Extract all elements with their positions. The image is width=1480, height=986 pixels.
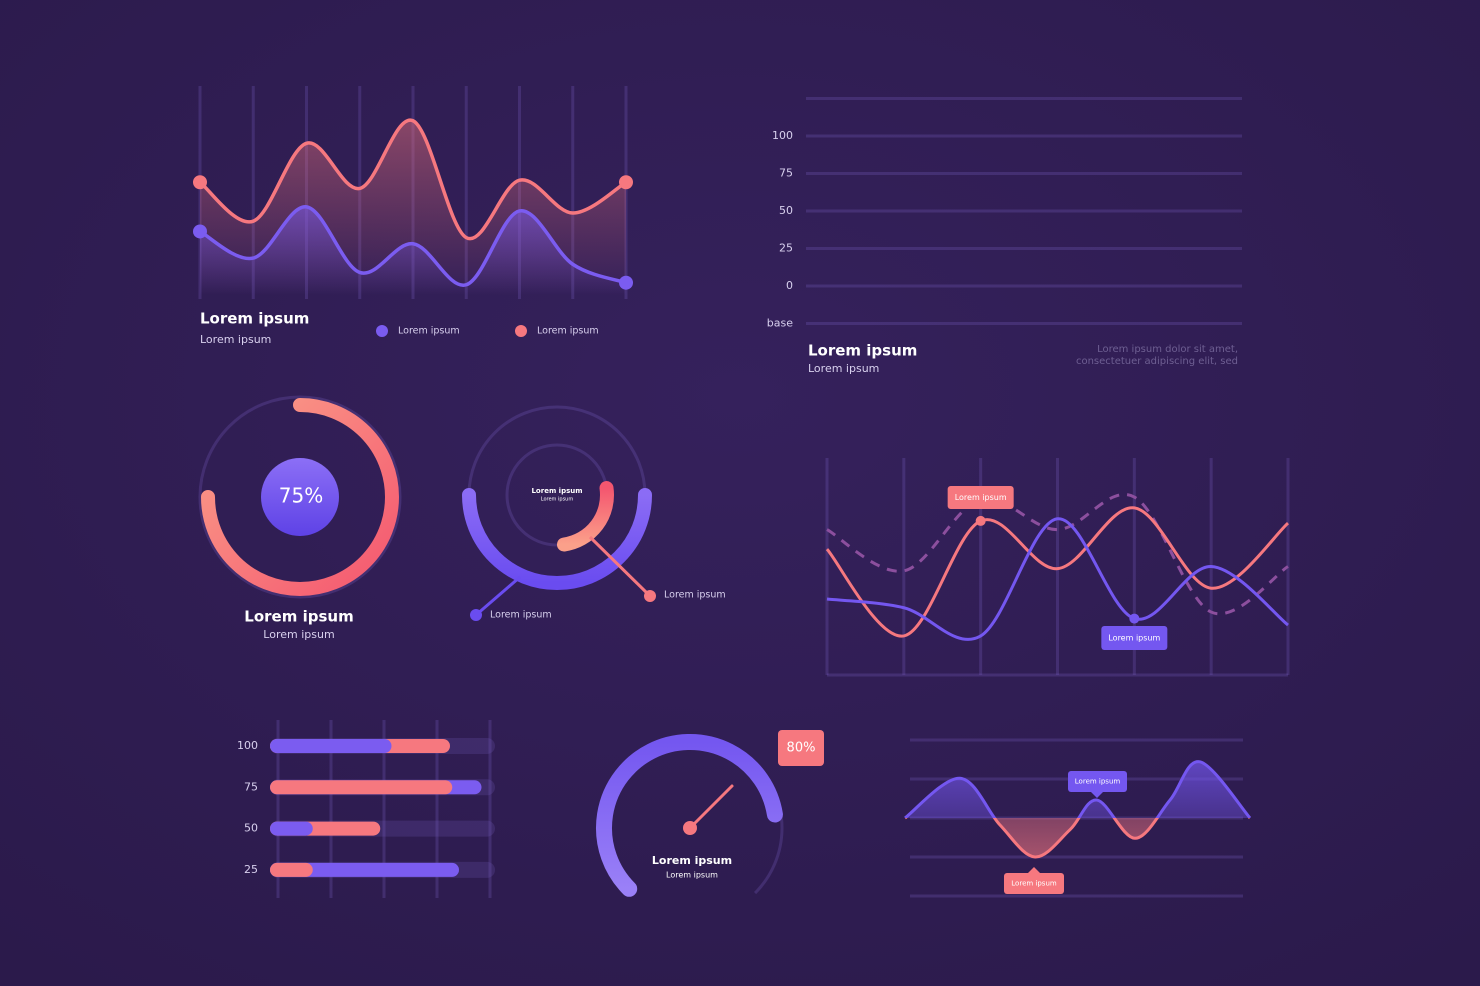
- center-badge: [261, 458, 339, 536]
- center-title: Lorem ipsum: [531, 487, 582, 495]
- row-label: 50: [244, 822, 258, 835]
- subtitle: Lorem ipsum: [200, 333, 271, 346]
- tooltip-label: Lorem ipsum: [1108, 634, 1160, 643]
- legend-label: Lorem ipsum: [398, 326, 460, 337]
- radial-arc: [556, 481, 614, 552]
- area-positive: [905, 761, 1250, 818]
- row-label: 25: [244, 863, 258, 876]
- series-line: [826, 493, 1289, 616]
- value-label: 80%: [787, 741, 816, 756]
- subtitle: Lorem ipsum: [808, 362, 879, 375]
- tooltip: [1101, 626, 1168, 650]
- row-label: 100: [237, 739, 258, 752]
- series-line: [825, 506, 1290, 638]
- series-area: [200, 206, 626, 295]
- y-tick-label: 0: [786, 279, 793, 292]
- end-point: [619, 175, 633, 190]
- subtitle: Lorem ipsum: [263, 628, 334, 641]
- needle: [688, 784, 734, 830]
- tooltip-label: Lorem ipsum: [1011, 880, 1057, 888]
- legend-swatch: [376, 325, 388, 337]
- y-tick-label: 25: [779, 242, 793, 255]
- value-label: 75%: [279, 484, 323, 508]
- leader-label: Lorem ipsum: [490, 610, 552, 621]
- note: Lorem ipsum dolor sit amet,: [1097, 344, 1238, 355]
- title: Lorem ipsum: [244, 608, 353, 626]
- needle-hub: [683, 821, 697, 835]
- wave-line-positive: [904, 760, 1252, 818]
- tooltip-pointer: [1028, 867, 1040, 873]
- series-line: [826, 517, 1289, 641]
- tooltip: [947, 486, 1014, 509]
- y-tick-label: 75: [779, 167, 793, 180]
- y-tick-label: 50: [779, 204, 793, 217]
- end-point: [193, 224, 207, 239]
- leader-dot: [644, 590, 656, 602]
- bar: [270, 821, 313, 836]
- donut-arc: [201, 398, 399, 596]
- ring-track: [198, 395, 402, 599]
- legend-label: Lorem ipsum: [537, 326, 599, 337]
- note: consectetuer adipiscing elit, sed: [1076, 356, 1238, 367]
- series-line: [198, 118, 627, 241]
- row-label: 75: [244, 780, 258, 793]
- tooltip: [1004, 873, 1064, 894]
- y-tick-label: base: [767, 317, 793, 330]
- end-point: [193, 175, 207, 190]
- title: Lorem ipsum: [200, 310, 309, 328]
- leader-line: [475, 575, 521, 617]
- leader-line: [588, 535, 652, 598]
- highlight-point: [1129, 613, 1140, 624]
- center-subtitle: Lorem ipsum: [541, 497, 574, 503]
- bar: [270, 780, 453, 795]
- tooltip: [1068, 771, 1127, 792]
- widgets: Lorem ipsum Lorem ipsum Lorem ipsum Lorem i…: [193, 86, 1290, 898]
- gauge-arc: [596, 734, 783, 897]
- legend-swatch: [515, 325, 527, 337]
- y-tick-label: 100: [772, 129, 793, 142]
- bar: [270, 862, 459, 877]
- radial-arc: [462, 488, 652, 590]
- title: Lorem ipsum: [652, 854, 732, 867]
- leader-label: Lorem ipsum: [664, 590, 726, 601]
- bar: [270, 739, 392, 753]
- value-badge: [778, 730, 824, 766]
- bar: [270, 862, 313, 877]
- title: Lorem ipsum: [808, 342, 917, 360]
- tooltip-pointer: [1091, 792, 1103, 798]
- tooltip-label: Lorem ipsum: [1075, 778, 1121, 786]
- subtitle: Lorem ipsum: [666, 871, 718, 880]
- tooltip-label: Lorem ipsum: [955, 493, 1007, 502]
- end-point: [619, 275, 633, 290]
- leader-dot: [470, 609, 482, 621]
- highlight-point: [975, 515, 986, 526]
- series-line: [199, 205, 627, 287]
